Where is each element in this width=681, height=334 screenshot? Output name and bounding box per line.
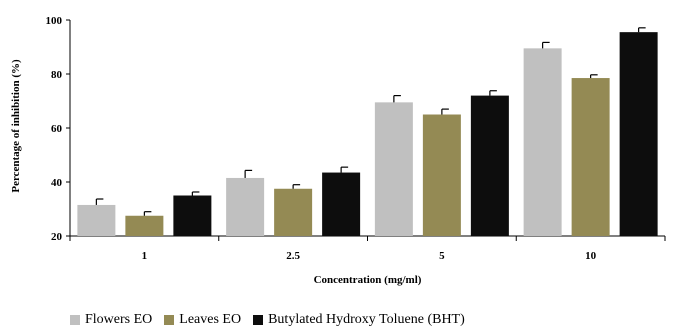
y-tick-label: 80 xyxy=(51,69,63,81)
axes xyxy=(66,19,666,241)
axis-labels: 20 40 60 80 100 1 2.5 5 10 xyxy=(46,15,597,262)
y-tick-label: 20 xyxy=(51,231,63,243)
legend-label: Flowers EO xyxy=(85,312,153,327)
bars xyxy=(77,27,658,237)
bar xyxy=(470,95,509,236)
y-tick-label: 60 xyxy=(51,123,63,135)
legend-item: Butylated Hydroxy Toluene (BHT) xyxy=(253,312,465,328)
legend-swatch xyxy=(164,315,175,325)
bar xyxy=(374,102,413,236)
legend: Flowers EO Leaves EO Butylated Hydroxy Tol… xyxy=(70,312,477,328)
legend-swatch xyxy=(253,315,264,325)
x-axis-title: Concentration (mg/ml) xyxy=(314,274,422,286)
y-axis-title: Percentage of inhibition (%) xyxy=(10,59,22,193)
legend-item: Flowers EO xyxy=(70,312,152,328)
legend-item: Leaves EO xyxy=(164,312,241,328)
bar xyxy=(422,114,461,236)
x-tick-label: 1 xyxy=(142,250,148,262)
bar xyxy=(619,32,658,237)
bar xyxy=(322,172,361,236)
x-tick-label: 2.5 xyxy=(286,250,300,262)
bar xyxy=(523,48,562,236)
bar xyxy=(77,204,116,236)
bar xyxy=(571,78,610,236)
legend-swatch xyxy=(70,315,80,325)
bar xyxy=(274,188,313,236)
legend-label: Butylated Hydroxy Toluene (BHT) xyxy=(268,312,465,327)
bar xyxy=(173,195,212,236)
y-tick-label: 40 xyxy=(51,177,63,189)
bar xyxy=(226,177,265,236)
y-tick-label: 100 xyxy=(46,15,63,27)
x-tick-label: 5 xyxy=(439,250,445,262)
bar xyxy=(125,215,164,236)
legend-label: Leaves EO xyxy=(179,312,242,327)
x-tick-label: 10 xyxy=(585,250,597,262)
